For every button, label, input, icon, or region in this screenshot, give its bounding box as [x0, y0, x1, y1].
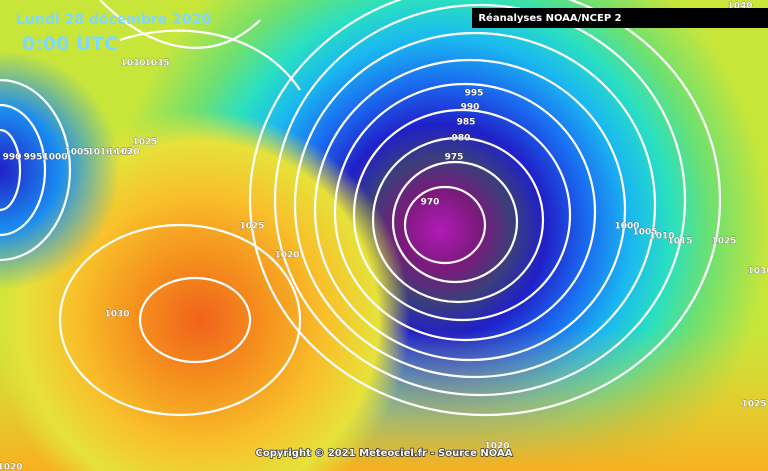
banner-box	[472, 8, 768, 28]
isobar-label: 1020	[484, 442, 509, 452]
isobar-label: 980	[452, 134, 471, 144]
isobar-label: 1025	[741, 400, 766, 410]
isobar-label: 1020	[274, 251, 299, 261]
isobar-label: 1015	[667, 237, 692, 247]
isobar-label: 990	[3, 153, 22, 163]
isobar-label: 990	[461, 103, 480, 113]
footer: Copyright © 2021 Meteociel.fr - Source N…	[256, 448, 513, 459]
isobar-label: 1025	[132, 138, 157, 148]
isobar-label: 1030	[747, 267, 768, 277]
isobar-label: 1005	[632, 228, 657, 238]
isobar-label: 1030	[104, 310, 129, 320]
isobar-label: 1000	[614, 222, 639, 232]
isobar-label: 995	[465, 89, 484, 99]
banner: Réanalyses NOAA/NCEP 2	[478, 12, 621, 24]
isobar-label: 1015	[107, 148, 132, 158]
isobar-label: 995	[24, 153, 43, 163]
isobar-label: 985	[457, 118, 476, 128]
isobar-label: 970	[421, 198, 440, 208]
isobar-label: 1010	[649, 232, 674, 242]
isobar-label: 1020	[114, 148, 139, 158]
isobar-label: 1040	[727, 2, 752, 12]
isobar-label: 1035	[144, 59, 169, 69]
isobars	[0, 0, 722, 417]
isobar-label: 1025	[239, 222, 264, 232]
isobar-label: 1000	[42, 153, 67, 163]
isobar-label: 1030	[120, 59, 145, 69]
isobar-label: 1025	[711, 237, 736, 247]
date: Lundi 28 décembre 2020	[16, 12, 211, 28]
time: 0:00 UTC	[22, 33, 118, 55]
isobar-label: 1020	[0, 463, 23, 471]
isobar-label: 1010	[87, 148, 112, 158]
isobar-label: 975	[445, 153, 464, 163]
isobar-label: 1005	[64, 148, 89, 158]
